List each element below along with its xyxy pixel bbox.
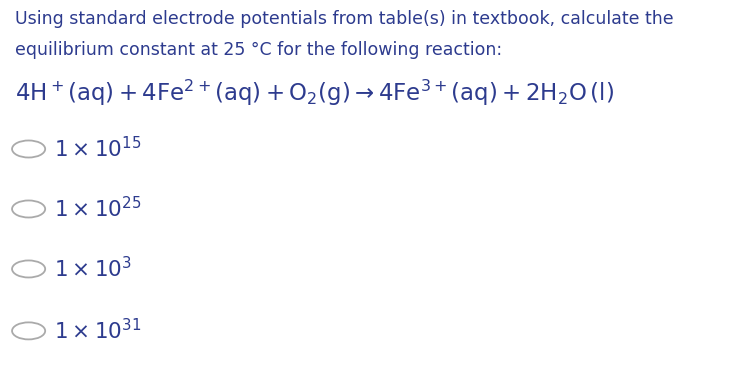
Text: $1 \times 10^{25}$: $1 \times 10^{25}$ <box>54 196 142 222</box>
Text: $1 \times 10^{3}$: $1 \times 10^{3}$ <box>54 256 133 282</box>
Text: equilibrium constant at 25 °C for the following reaction:: equilibrium constant at 25 °C for the fo… <box>15 41 502 59</box>
Text: $1 \times 10^{15}$: $1 \times 10^{15}$ <box>54 136 142 162</box>
Text: Using standard electrode potentials from table(s) in textbook, calculate the: Using standard electrode potentials from… <box>15 10 674 28</box>
Text: $\mathsf{4H^+(aq) + 4Fe^{2+}(aq) + O_2(g)\rightarrow 4Fe^{3+}(aq) + 2H_2O\,(l)}$: $\mathsf{4H^+(aq) + 4Fe^{2+}(aq) + O_2(g… <box>15 77 614 108</box>
Text: $1 \times 10^{31}$: $1 \times 10^{31}$ <box>54 318 142 344</box>
